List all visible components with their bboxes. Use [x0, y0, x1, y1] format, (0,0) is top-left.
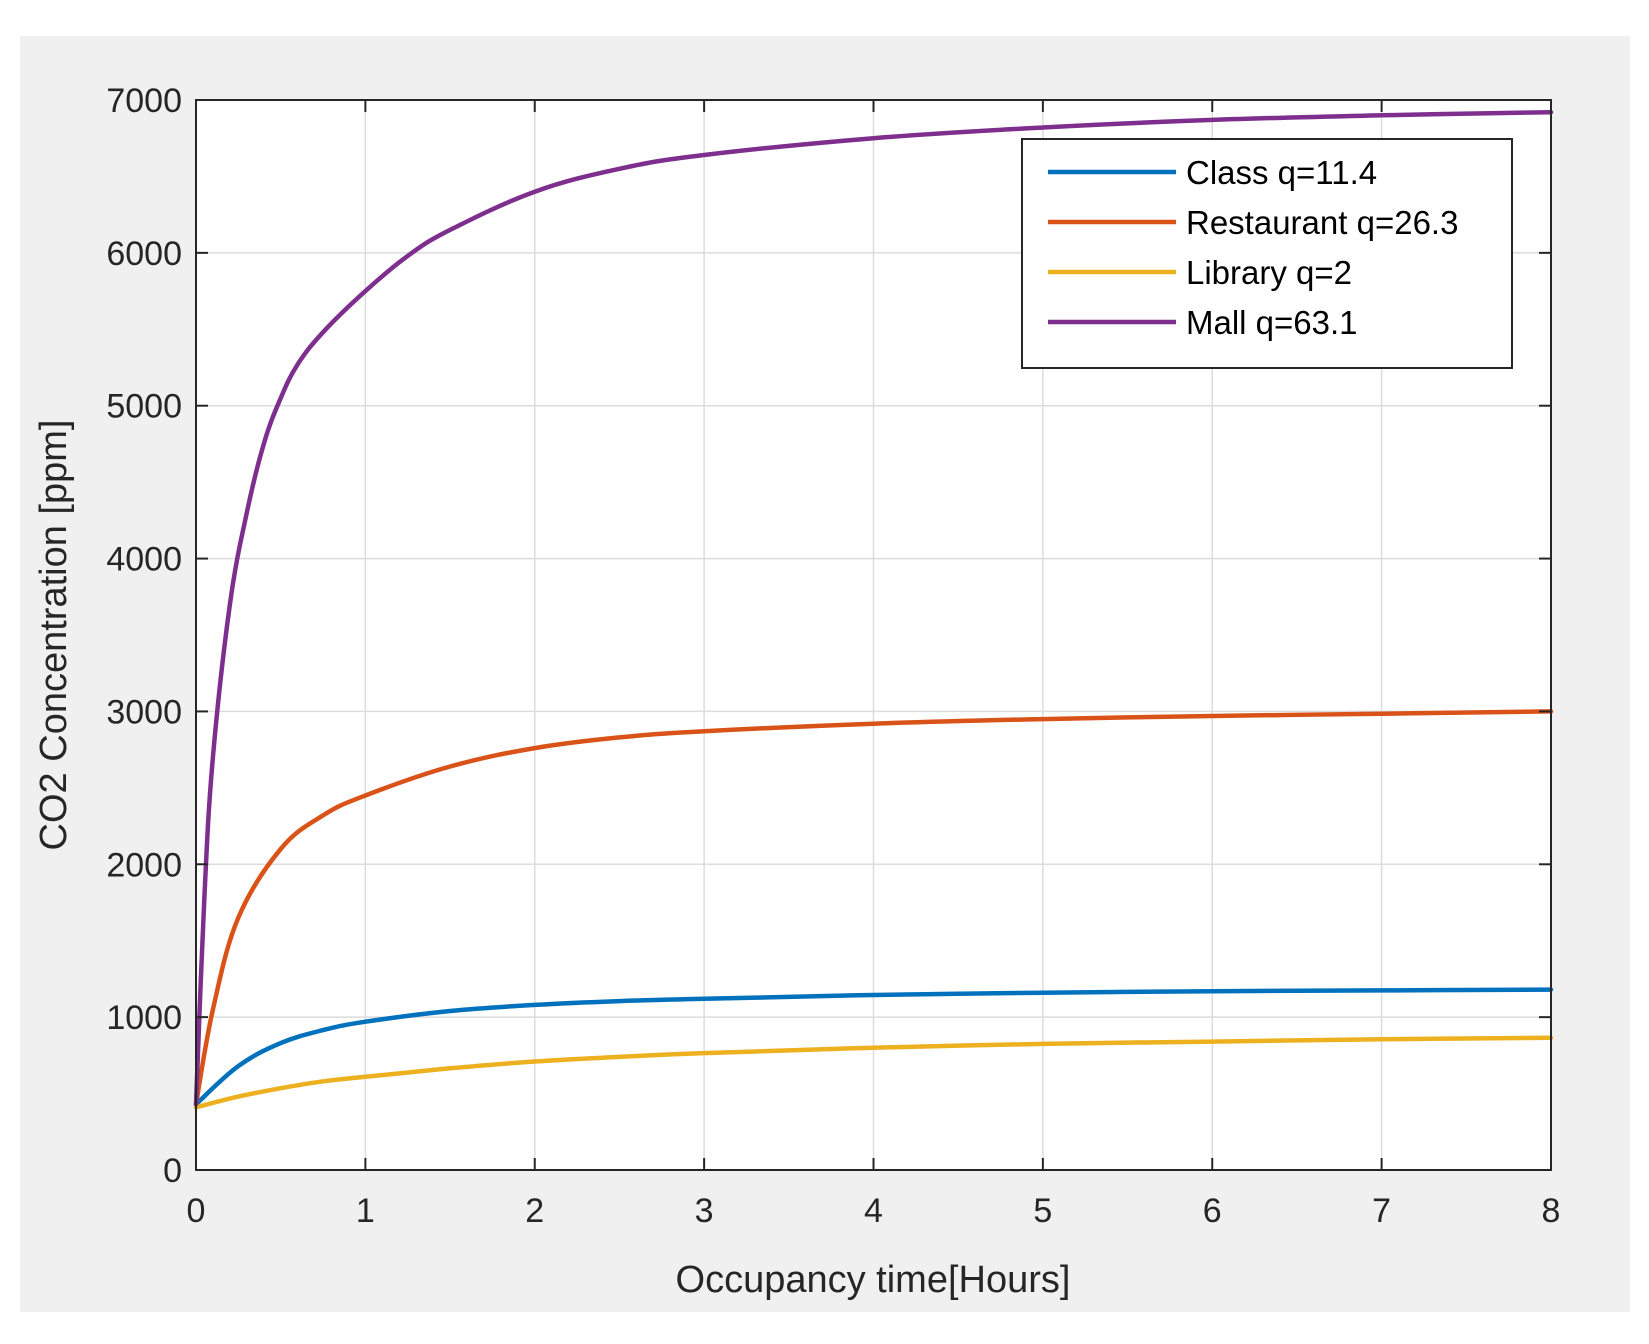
legend-label: Class q=11.4 [1186, 154, 1377, 191]
series-group [193, 109, 1554, 1110]
x-tick-label: 1 [356, 1192, 375, 1230]
x-tick-label: 3 [695, 1192, 714, 1230]
legend: Class q=11.4 Restaurant q=26.3 Library q=2… [1021, 138, 1513, 369]
legend-box [1021, 138, 1513, 369]
series-line-2 [193, 709, 1554, 1107]
y-tick-label: 0 [163, 1152, 182, 1190]
x-tick-label: 6 [1203, 1192, 1222, 1230]
ticks: 0 1 2 3 4 5 6 7 8 0 1000 2000 3000 4000 5000 6000 7000 [106, 82, 1560, 1230]
series-line-1 [193, 987, 1554, 1107]
series-line-4 [193, 109, 1554, 1107]
x-tick-label: 8 [1542, 1192, 1561, 1230]
y-tick-label: 5000 [106, 388, 182, 426]
y-tick-label: 7000 [106, 82, 182, 120]
y-tick-label: 6000 [106, 235, 182, 273]
y-tick-label: 4000 [106, 541, 182, 579]
x-tick-label: 0 [187, 1192, 206, 1230]
x-tick-label: 7 [1372, 1192, 1391, 1230]
legend-label: Restaurant q=26.3 [1186, 204, 1458, 241]
x-tick-label: 2 [525, 1192, 544, 1230]
legend-label: Mall q=63.1 [1186, 304, 1358, 341]
y-tick-label: 1000 [106, 999, 182, 1037]
x-axis-label: Occupancy time[Hours] [676, 1259, 1071, 1301]
x-tick-label: 4 [864, 1192, 883, 1230]
x-tick-label: 5 [1033, 1192, 1052, 1230]
y-axis-label: CO2 Concentration [ppm] [33, 420, 75, 851]
legend-label: Library q=2 [1186, 254, 1352, 291]
y-tick-label: 2000 [106, 846, 182, 884]
y-tick-label: 3000 [106, 693, 182, 731]
series-line-3 [193, 1035, 1554, 1110]
